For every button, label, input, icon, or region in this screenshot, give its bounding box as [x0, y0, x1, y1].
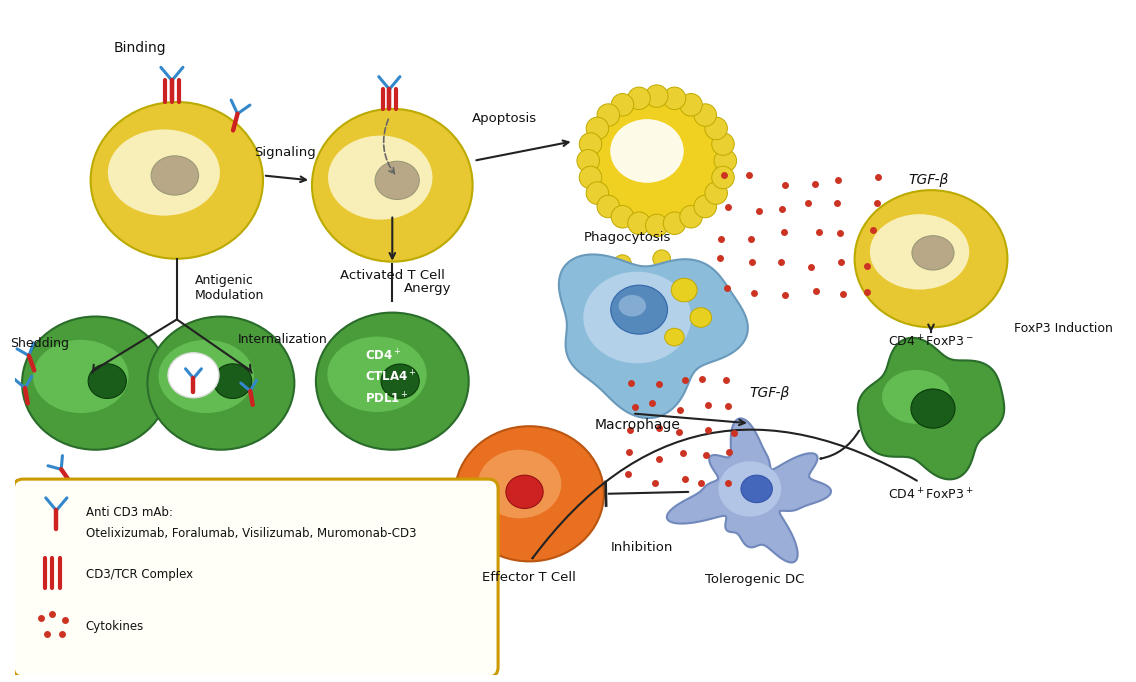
- Circle shape: [613, 255, 632, 272]
- Circle shape: [679, 205, 702, 228]
- Ellipse shape: [912, 236, 954, 270]
- Text: CD3/TCR Complex: CD3/TCR Complex: [85, 567, 193, 580]
- FancyArrowPatch shape: [820, 430, 859, 459]
- Ellipse shape: [151, 156, 199, 195]
- Circle shape: [633, 274, 651, 292]
- Ellipse shape: [158, 340, 254, 413]
- Circle shape: [628, 87, 650, 110]
- Circle shape: [712, 166, 734, 189]
- Text: Phagocytosis: Phagocytosis: [584, 231, 671, 243]
- Text: Tolerogenic DC: Tolerogenic DC: [705, 574, 804, 587]
- Circle shape: [694, 195, 717, 218]
- Polygon shape: [559, 254, 747, 418]
- Ellipse shape: [671, 278, 698, 302]
- Circle shape: [598, 104, 619, 126]
- Circle shape: [663, 87, 686, 110]
- Ellipse shape: [328, 136, 433, 220]
- Circle shape: [579, 166, 602, 189]
- Circle shape: [712, 133, 734, 155]
- Circle shape: [694, 104, 717, 126]
- Text: Shedding: Shedding: [10, 338, 69, 351]
- Circle shape: [653, 250, 670, 267]
- Polygon shape: [858, 338, 1004, 479]
- Circle shape: [645, 85, 668, 107]
- Text: Anergy: Anergy: [404, 282, 451, 295]
- Ellipse shape: [854, 190, 1008, 327]
- Circle shape: [704, 117, 727, 140]
- Polygon shape: [667, 419, 832, 563]
- Text: TGF-β: TGF-β: [750, 386, 791, 400]
- Ellipse shape: [148, 316, 294, 449]
- FancyBboxPatch shape: [14, 479, 498, 677]
- Circle shape: [579, 133, 602, 155]
- FancyArrowPatch shape: [533, 430, 917, 559]
- Circle shape: [663, 212, 686, 235]
- Text: CTLA4$^+$: CTLA4$^+$: [365, 370, 416, 385]
- Text: Internalization: Internalization: [237, 333, 327, 346]
- Ellipse shape: [665, 328, 684, 346]
- Ellipse shape: [312, 109, 473, 262]
- Ellipse shape: [610, 119, 684, 183]
- Text: Apoptosis: Apoptosis: [473, 112, 537, 125]
- Circle shape: [611, 205, 634, 228]
- Ellipse shape: [870, 214, 969, 290]
- Ellipse shape: [478, 449, 561, 518]
- Polygon shape: [718, 461, 782, 516]
- Text: Activated T Cell: Activated T Cell: [340, 269, 444, 282]
- Ellipse shape: [611, 285, 668, 334]
- Circle shape: [704, 182, 727, 205]
- Ellipse shape: [327, 337, 427, 412]
- Text: Signaling: Signaling: [253, 147, 316, 160]
- Text: Anti CD3 mAb:: Anti CD3 mAb:: [85, 506, 173, 519]
- Ellipse shape: [89, 364, 126, 398]
- Text: Cytokines: Cytokines: [85, 619, 144, 632]
- Ellipse shape: [456, 426, 604, 561]
- Text: Otelixizumab, Foralumab, Visilizumab, Muromonab-CD3: Otelixizumab, Foralumab, Visilizumab, Mu…: [85, 527, 416, 540]
- Ellipse shape: [33, 340, 128, 413]
- Ellipse shape: [506, 475, 543, 509]
- Circle shape: [679, 93, 702, 116]
- Circle shape: [715, 149, 736, 172]
- Text: FoxP3 Induction: FoxP3 Induction: [1014, 323, 1113, 336]
- Circle shape: [577, 149, 600, 172]
- Text: CD4$^+$FoxP3$^+$: CD4$^+$FoxP3$^+$: [888, 487, 974, 503]
- Ellipse shape: [619, 295, 646, 316]
- Ellipse shape: [214, 364, 252, 398]
- Text: TGF-β: TGF-β: [909, 173, 949, 188]
- Circle shape: [586, 117, 609, 140]
- Text: CD4$^+$: CD4$^+$: [365, 348, 401, 364]
- Circle shape: [598, 195, 619, 218]
- Ellipse shape: [22, 316, 169, 449]
- Circle shape: [645, 214, 668, 237]
- Text: Effector T Cell: Effector T Cell: [483, 571, 576, 584]
- Ellipse shape: [911, 389, 955, 428]
- Ellipse shape: [168, 353, 219, 398]
- Circle shape: [628, 212, 650, 235]
- Ellipse shape: [741, 475, 772, 503]
- Ellipse shape: [595, 103, 718, 218]
- Text: Inhibition: Inhibition: [611, 542, 674, 554]
- Text: Antigenic
Modulation: Antigenic Modulation: [194, 274, 264, 302]
- Ellipse shape: [882, 370, 951, 424]
- Circle shape: [611, 93, 634, 116]
- Ellipse shape: [690, 308, 711, 327]
- Text: Binding: Binding: [114, 41, 166, 55]
- Ellipse shape: [316, 312, 469, 449]
- Text: PDL1$^+$: PDL1$^+$: [365, 391, 409, 406]
- Circle shape: [599, 280, 617, 297]
- Ellipse shape: [91, 102, 264, 258]
- Ellipse shape: [375, 161, 419, 199]
- Text: CD4$^+$FoxP3$^-$: CD4$^+$FoxP3$^-$: [888, 334, 974, 350]
- Text: Macrophage: Macrophage: [594, 418, 680, 432]
- Ellipse shape: [108, 130, 220, 216]
- Polygon shape: [583, 271, 691, 364]
- Circle shape: [586, 182, 609, 205]
- Ellipse shape: [381, 364, 419, 398]
